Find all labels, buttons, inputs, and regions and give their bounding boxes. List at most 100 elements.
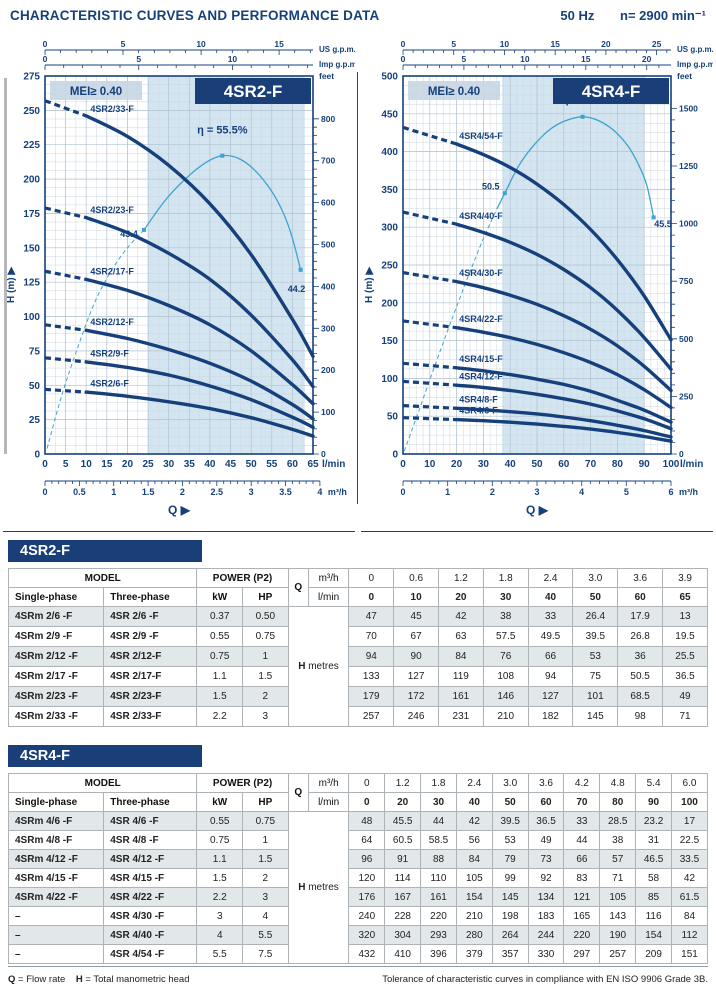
- chart-divider: [357, 72, 358, 504]
- hp-cell: 0.75: [242, 626, 289, 647]
- three-phase-cell: 4SR 2/6 -F: [103, 606, 198, 627]
- chart-text: 1500: [679, 103, 698, 113]
- chart-text: 0.5: [73, 487, 86, 497]
- three-phase-cell: 4SR 4/6 -F: [103, 811, 198, 831]
- three-phase-cell: 4SR 4/54 -F: [103, 944, 198, 964]
- single-phase-header: Single-phase: [7, 792, 105, 812]
- chart-text: 100: [663, 459, 680, 470]
- chart-text: 20: [451, 459, 463, 470]
- chart-text: 80: [612, 459, 624, 470]
- chart-path: [402, 210, 457, 226]
- table-row: 4SRm 2/9 -F 4SR 2/9 -F 0.55 0.75 70 67 63 57.5 4…: [7, 626, 708, 647]
- q-lmin-value: 10: [393, 587, 439, 607]
- chart-path: [402, 404, 457, 410]
- chart-text: 4SR2/6-F: [90, 379, 129, 389]
- chart-text: 4SR2/9-F: [90, 348, 129, 358]
- h-value-cell: 220: [420, 906, 457, 926]
- chart-text: 250: [679, 391, 693, 401]
- chart-path: [44, 50, 311, 55]
- chart-path: [454, 417, 673, 443]
- h-metres-cell: H metres: [287, 606, 350, 727]
- chart-text: feet: [319, 71, 334, 81]
- table-body: 4SRm 4/6 -F 4SR 4/6 -F 0.55 0.75 H metres 48 4…: [7, 811, 709, 964]
- page-header: CHARACTERISTIC CURVES AND PERFORMANCE DA…: [10, 8, 706, 24]
- h-value-cell: 357: [491, 944, 529, 964]
- chart-text: 500: [679, 334, 693, 344]
- chart-text: 4SR4-F: [582, 82, 641, 101]
- chart-text: 4SR4/8-F: [459, 394, 498, 404]
- chart-rect: [195, 78, 311, 104]
- single-phase-cell: 4SRm 4/6 -F: [7, 811, 105, 831]
- h-value-cell: 101: [572, 686, 619, 707]
- chart-path: [44, 269, 87, 281]
- chart-text: 30: [478, 459, 490, 470]
- chart-text: 10: [81, 459, 93, 470]
- hp-cell: 0.75: [242, 811, 289, 831]
- h-value-cell: 66: [527, 646, 574, 667]
- h-value-cell: 71: [599, 868, 637, 888]
- m3h-unit-header: m³/h: [307, 773, 350, 793]
- chart-text: 3: [534, 487, 539, 497]
- kw-cell: 5.5: [196, 944, 244, 964]
- h-value-cell: 49.5: [527, 626, 574, 647]
- h-value-cell: 38: [599, 830, 637, 850]
- kw-cell: 2.2: [196, 887, 244, 907]
- h-value-cell: 42: [437, 606, 484, 627]
- h-value-cell: 88: [420, 849, 457, 869]
- three-phase-header: Three-phase: [103, 587, 198, 607]
- q-lmin-value: 80: [599, 792, 637, 812]
- chart-text: Imp g.p.m.: [677, 60, 713, 69]
- chart-text: 1: [445, 487, 450, 497]
- q-lmin-value: 30: [482, 587, 529, 607]
- chart-text: 2: [490, 487, 495, 497]
- chart-text: 4: [579, 487, 584, 497]
- chart-text: 4SR4/22-F: [459, 314, 503, 324]
- h-value-cell: 264: [491, 925, 529, 945]
- lmin-unit-header: l/min: [307, 587, 350, 607]
- table-row: 4SRm 2/12 -F 4SR 2/12-F 0.75 1 94 90 84 76 66 53 3…: [7, 646, 708, 667]
- chart-text: 35: [184, 459, 196, 470]
- h-value-cell: 38: [482, 606, 529, 627]
- chart-text: 450: [381, 109, 398, 120]
- hp-cell: 2: [242, 868, 289, 888]
- q-lmin-value: 60: [527, 792, 565, 812]
- h-value-cell: 410: [384, 944, 422, 964]
- performance-chart-4sr4f: 4SR4/6-F4SR4/8-F4SR4/12-F4SR4/15-F4SR4/2…: [364, 39, 716, 517]
- chart-path: [454, 279, 673, 393]
- h-value-cell: 179: [348, 686, 395, 707]
- chart-path: [402, 50, 668, 55]
- single-phase-cell: 4SRm 4/12 -F: [7, 849, 105, 869]
- chart-text: feet: [677, 71, 692, 81]
- chart-text: 25: [29, 415, 41, 426]
- legend-h-text: = Total manometric head: [85, 974, 190, 985]
- h-value-cell: 49: [527, 830, 565, 850]
- h-value-cell: 92: [527, 868, 565, 888]
- chart-text: H (m) ▶: [6, 266, 17, 303]
- h-value-cell: 151: [670, 944, 709, 964]
- chart-text: 50: [531, 459, 543, 470]
- hp-cell: 2: [242, 686, 289, 707]
- chart-text: 15: [581, 54, 591, 64]
- q-m3h-value: 1.2: [384, 773, 422, 793]
- table-row: 4SRm 4/22 -F 4SR 4/22 -F 2.2 3 176 167 161 154 1…: [7, 887, 709, 907]
- chart-text: 20: [601, 39, 611, 49]
- chart-text: 15: [550, 39, 560, 49]
- chart-text: 10: [196, 39, 206, 49]
- h-value-cell: 63: [437, 626, 484, 647]
- q-lmin-value: 20: [384, 792, 422, 812]
- h-value-cell: 320: [348, 925, 386, 945]
- h-value-cell: 53: [572, 646, 619, 667]
- single-phase-cell: 4SRm 2/9 -F: [7, 626, 105, 647]
- chart-rect: [142, 227, 146, 232]
- three-phase-header: Three-phase: [103, 792, 198, 812]
- bold-text: H: [298, 882, 306, 893]
- hp-cell: 4: [242, 906, 289, 926]
- h-value-cell: 231: [437, 706, 484, 727]
- table-banner-4sr2f: 4SR2-F: [8, 540, 202, 562]
- hp-header: HP: [242, 792, 289, 812]
- chart-text: MEI≥ 0.40: [428, 86, 480, 98]
- q-lmin-value: 40: [455, 792, 493, 812]
- h-value-cell: 36.5: [527, 811, 565, 831]
